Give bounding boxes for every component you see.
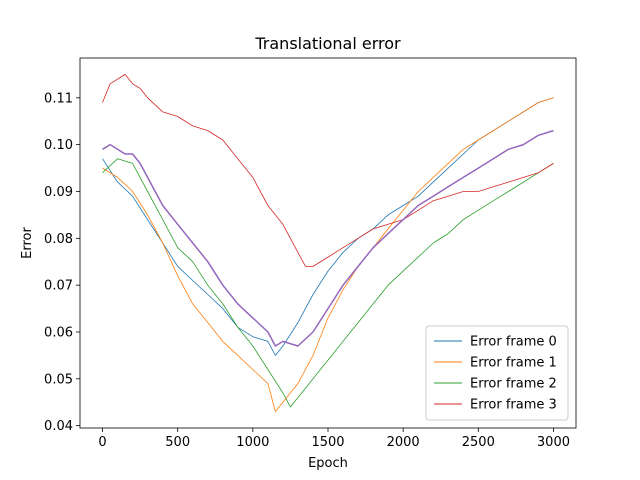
series-line-3 — [102, 74, 554, 267]
y-tick-label: 0.05 — [44, 372, 73, 387]
x-tick-label: 2500 — [462, 435, 495, 450]
series-line-4 — [102, 129, 554, 347]
series-line-1 — [102, 97, 554, 413]
y-axis: 0.04 0.05 0.06 0.07 0.08 0.09 0.10 0.11 — [44, 91, 80, 434]
x-axis: 0 500 1000 1500 2000 2500 3000 — [98, 428, 570, 450]
x-tick-label: 1500 — [311, 435, 344, 450]
legend-label: Error frame 1 — [470, 356, 557, 371]
x-axis-label: Epoch — [308, 456, 348, 471]
x-tick-label: 500 — [165, 435, 190, 450]
legend-label: Error frame 3 — [470, 398, 557, 413]
y-tick-label: 0.09 — [44, 185, 73, 200]
chart-title: Translational error — [254, 34, 401, 53]
y-tick-label: 0.06 — [44, 325, 73, 340]
legend: Error frame 0 Error frame 1 Error frame 2 E… — [425, 325, 569, 421]
x-tick-label: 1000 — [236, 435, 269, 450]
y-axis-label: Error — [20, 227, 35, 259]
series-line-0 — [102, 97, 554, 356]
x-tick-label: 2000 — [387, 435, 420, 450]
legend-label: Error frame 2 — [470, 377, 557, 392]
y-tick-label: 0.10 — [44, 138, 73, 153]
series-line-2 — [102, 158, 554, 408]
x-tick-label: 3000 — [537, 435, 570, 450]
y-tick-label: 0.07 — [44, 279, 73, 294]
y-tick-label: 0.04 — [44, 419, 73, 434]
series-layer — [102, 74, 554, 413]
legend-box — [425, 325, 569, 421]
x-tick-label: 0 — [98, 435, 106, 450]
y-tick-label: 0.08 — [44, 232, 73, 247]
legend-label: Error frame 0 — [470, 335, 557, 350]
y-tick-label: 0.11 — [44, 91, 73, 106]
